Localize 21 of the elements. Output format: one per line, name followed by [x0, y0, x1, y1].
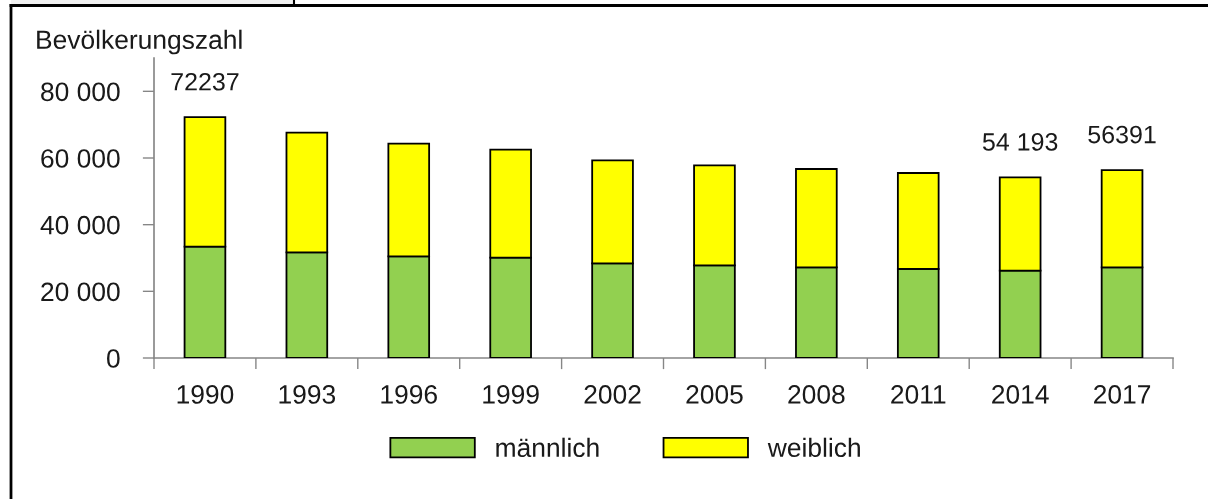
y-tick-label: 60 000 [41, 149, 120, 168]
x-tick-label: 2011 [891, 385, 946, 404]
total-label: 72237 [171, 72, 239, 91]
legend-label: männlich [496, 437, 599, 458]
x-tick-label: 1996 [381, 385, 437, 404]
x-tick-label: 2017 [1094, 385, 1151, 404]
x-tick-label: 1993 [279, 385, 336, 404]
x-tick-label: 1990 [177, 385, 234, 404]
total-label: 54 193 [982, 133, 1058, 151]
y-tick-label: 0 [107, 349, 120, 368]
x-tick-label: 2005 [686, 385, 743, 404]
y-tick-label: 80 000 [41, 82, 120, 102]
x-tick-label: 2002 [584, 385, 641, 404]
y-axis-title: Bevölkerungszahl [37, 29, 242, 55]
x-tick-label: 2014 [992, 385, 1049, 404]
x-tick-label: 2008 [788, 385, 845, 404]
x-tick-label: 1999 [483, 385, 539, 404]
legend-label: weiblich [767, 437, 860, 458]
y-tick-label: 20 000 [41, 282, 120, 302]
total-label: 56391 [1088, 125, 1156, 144]
y-tick-label: 40 000 [40, 215, 120, 235]
